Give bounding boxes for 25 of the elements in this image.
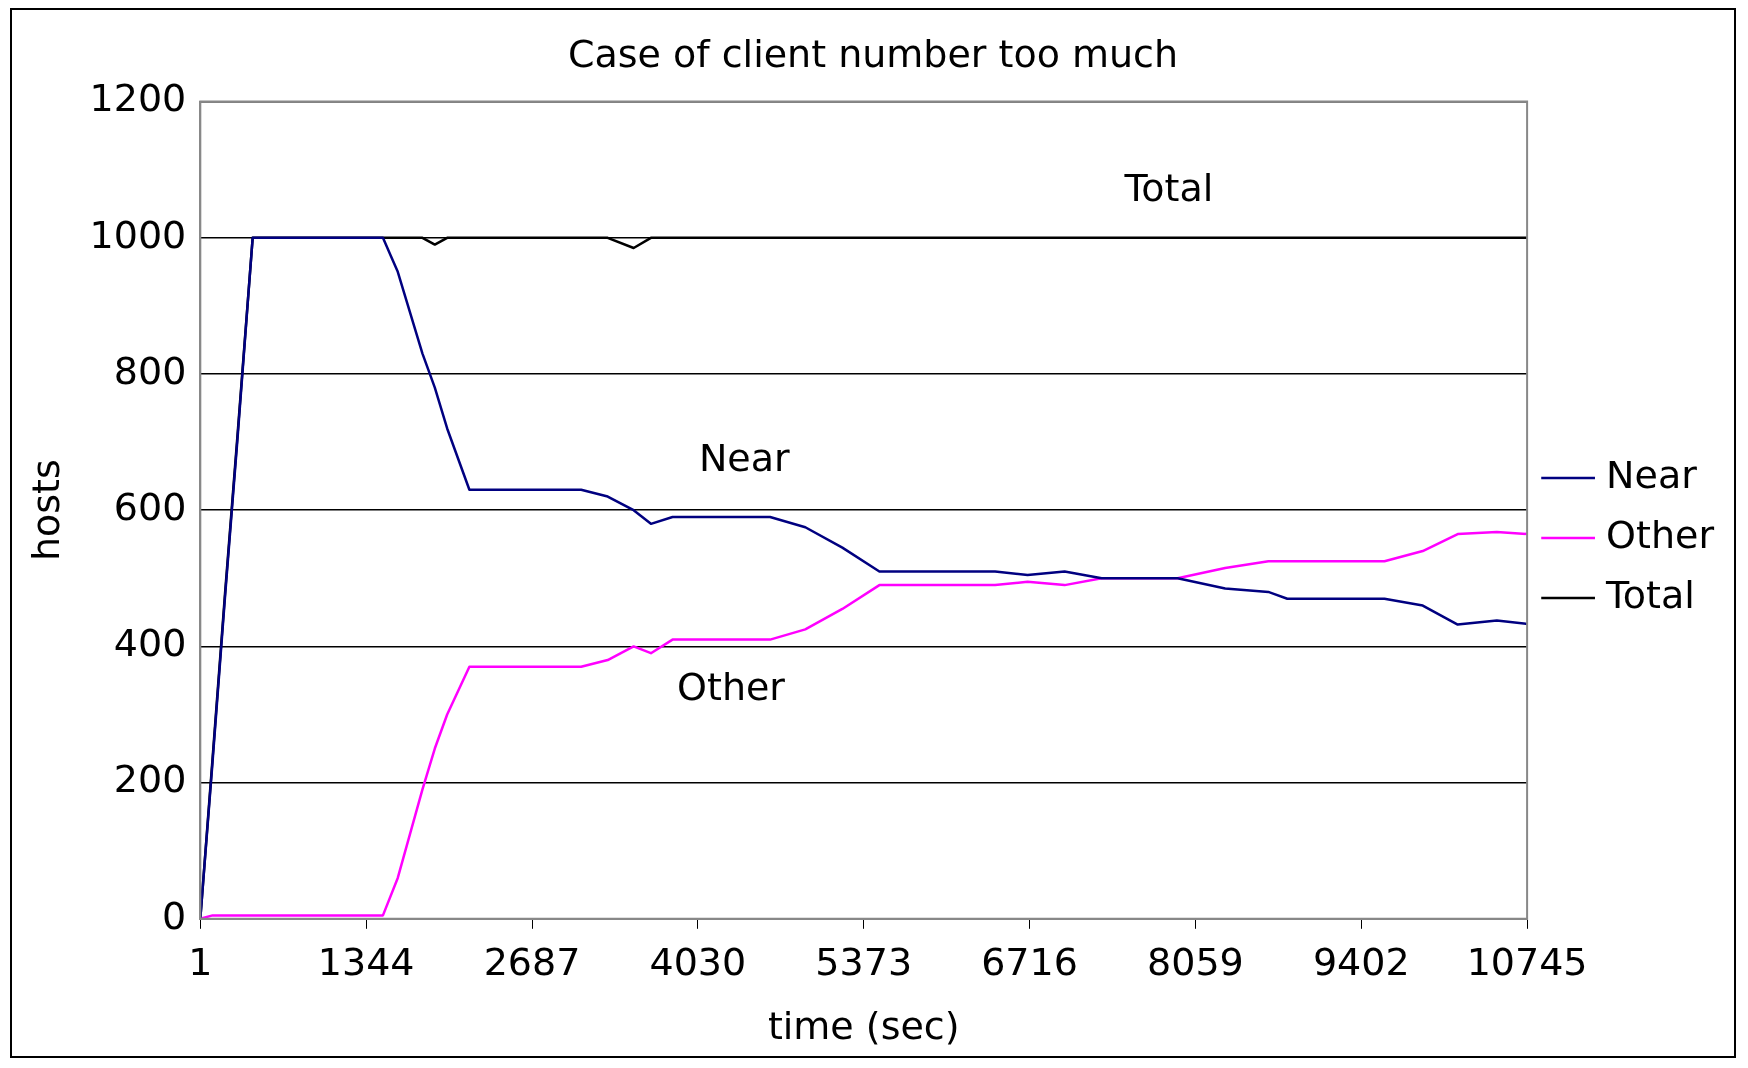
y-tick-label: 600 xyxy=(113,485,187,530)
chart-title: Case of client number too much xyxy=(567,31,1179,76)
legend-label: Total xyxy=(1605,572,1695,617)
y-tick-label: 0 xyxy=(162,893,187,938)
annotation: Total xyxy=(1123,166,1214,211)
y-tick-label: 1000 xyxy=(89,212,187,257)
x-tick-label: 9402 xyxy=(1312,940,1410,985)
legend-label: Near xyxy=(1606,452,1698,497)
y-tick-label: 400 xyxy=(113,621,187,666)
y-tick-label: 1200 xyxy=(89,76,187,121)
x-tick-label: 6716 xyxy=(981,940,1078,985)
x-axis-title: time (sec) xyxy=(767,1004,960,1049)
legend-label: Other xyxy=(1606,512,1715,557)
y-tick-label: 200 xyxy=(113,757,187,802)
x-tick-label: 8059 xyxy=(1147,940,1244,985)
x-tick-label: 5373 xyxy=(815,940,913,985)
x-tick-label: 10745 xyxy=(1466,940,1588,985)
x-tick-label: 4030 xyxy=(649,940,747,985)
x-tick-label: 1344 xyxy=(317,940,415,985)
y-axis-title: hosts xyxy=(23,459,68,562)
x-tick-label: 2687 xyxy=(483,940,581,985)
annotation: Other xyxy=(677,664,786,709)
y-tick-label: 800 xyxy=(113,348,187,393)
x-tick-label: 1 xyxy=(188,940,213,985)
annotation: Near xyxy=(698,436,791,481)
